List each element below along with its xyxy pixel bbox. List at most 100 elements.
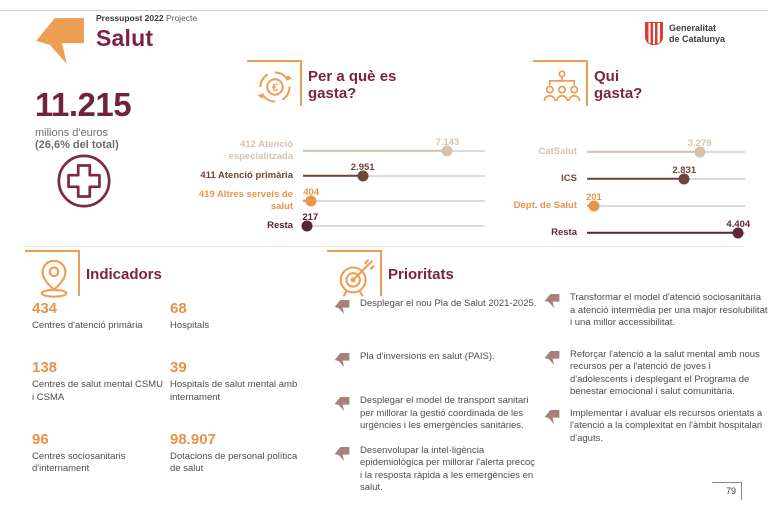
priority-text: Desplegar el model de transport sanitari… — [360, 395, 529, 432]
chart-track: 3.279 — [587, 138, 745, 159]
indicator-label: Hospitals de salut mental amb internamen… — [170, 379, 298, 403]
page-title: Salut — [96, 25, 154, 51]
chart-track: 201 — [586, 192, 745, 213]
chart-track-line — [303, 224, 485, 227]
chart-track: 4.404 — [587, 219, 750, 240]
chart-track: 217 — [301, 212, 485, 233]
priorities-column-1: Desplegar el nou Pla de Salut 2021-2025.… — [334, 298, 538, 495]
gencat-line2: de Catalunya — [669, 33, 726, 44]
indicator-label: Centres sociosanitaris d'internament — [32, 451, 126, 475]
target-dart-icon — [327, 250, 382, 297]
indicator-value: 434 — [32, 300, 58, 317]
chart-track: 2.951 — [303, 162, 485, 183]
svg-text:€: € — [272, 82, 278, 94]
chart-track: 404 — [303, 187, 485, 208]
section-divider — [24, 246, 744, 247]
eyebrow-regular: Projecte — [165, 13, 198, 23]
org-people-icon — [533, 60, 588, 106]
priority-arrow-icon — [334, 446, 350, 461]
indicators-grid: 434 Centres d'atenció primària 68 Hospitals… — [32, 300, 332, 476]
chart-track-line — [303, 199, 485, 202]
indicator-label: Centres d'atenció primària — [32, 320, 143, 331]
euro-cycle-icon: € — [247, 60, 302, 106]
chart-value-label: 3.279 — [687, 137, 712, 149]
priorities-column-2: Transformar el model d'atenció sociosani… — [544, 292, 768, 445]
indicator-item: 138 Centres de salut mental CSMU i CSMA — [32, 359, 170, 404]
section-indicators-title: Indicadors — [86, 266, 162, 284]
chart-track: 7.143 — [303, 137, 485, 158]
priority-arrow-icon — [544, 350, 560, 365]
priority-arrow-icon — [334, 396, 350, 412]
priority-item: Reforçar l'atenció a la salut mental amb… — [544, 349, 768, 399]
chart-category-label: 419 Altres serveis de salut — [198, 189, 293, 212]
budget-arrow-logo — [36, 18, 84, 64]
map-pin-icon — [25, 250, 80, 298]
chart-track: 2.831 — [587, 165, 745, 186]
indicator-item: 68 Hospitals — [170, 300, 325, 332]
chart-row: CatSalut 3.279 — [503, 138, 745, 165]
chart-category-label: Dept. de Salut — [513, 199, 577, 211]
indicator-label: Dotacions de personal política de salut — [170, 451, 298, 475]
chart-row: Resta 217 — [177, 212, 485, 238]
priority-text: Transformar el model d'atenció sociosani… — [570, 292, 768, 329]
chart-dot — [441, 145, 453, 156]
indicator-item: 98.907 Dotacions de personal política de … — [170, 431, 325, 476]
chart-category-label: ICS — [561, 172, 577, 184]
chart-dot — [678, 173, 690, 184]
gencat-wordmark: Generalitat de Catalunya — [669, 23, 725, 44]
chart-value-label: 2.831 — [672, 164, 697, 176]
corner-bracket — [533, 60, 588, 106]
budget-share: (26,6% del total) — [35, 139, 119, 151]
gencat-logo: Generalitat de Catalunya — [645, 22, 725, 45]
budget-amount: 11.215 — [35, 86, 132, 123]
priority-text: Desplegar el nou Pla de Salut 2021-2025. — [360, 298, 537, 309]
chart-track-line — [587, 204, 745, 207]
priority-item: Implementar i avaluar els recursos orien… — [544, 408, 768, 446]
budget-summary: 11.215 milions d'euros (26,6% del total) — [35, 86, 205, 151]
chart-dot — [588, 200, 600, 211]
priority-text: Pla d'inversions en salut (PAIS). — [360, 351, 495, 362]
indicator-label: Centres de salut mental CSMU i CSMA — [32, 379, 163, 403]
priority-arrow-icon — [334, 299, 350, 315]
corner-bracket — [327, 250, 382, 296]
priority-item: Desenvolupar la intel·ligència epidemiol… — [334, 445, 538, 495]
priority-item: Transformar el model d'atenció sociosani… — [544, 292, 768, 330]
chart-row: Resta 4.404 — [503, 219, 750, 246]
chart-dot — [305, 195, 317, 206]
chart-row: ICS 2.831 — [503, 165, 745, 192]
priority-text: Implementar i avaluar els recursos orien… — [570, 407, 763, 444]
chart-value-label: 2.951 — [350, 161, 375, 173]
indicator-item: 39 Hospitals de salut mental amb internam… — [170, 359, 325, 404]
budget-unit: milions d'euros — [35, 127, 109, 139]
chart-row: 419 Altres serveis de salut 404 — [177, 187, 485, 213]
section-priorities: Prioritats — [327, 250, 454, 297]
indicator-item: 434 Centres d'atenció primària — [32, 300, 170, 332]
priority-arrow-icon — [544, 293, 560, 309]
header: Pressupost 2022 Projecte Salut — [96, 13, 197, 52]
indicator-value: 138 — [32, 359, 58, 377]
chart-dot — [301, 220, 313, 231]
chart-value-line — [303, 149, 448, 152]
corner-bracket — [25, 250, 80, 296]
who-spends-chart: CatSalut 3.279 ICS 2.831 Dept. de Salut 201 Re… — [503, 126, 750, 246]
senyera-shield-icon — [645, 22, 663, 45]
chart-value-label: 217 — [302, 211, 319, 223]
indicator-item: 96 Centres sociosanitaris d'internament — [32, 431, 170, 476]
indicator-value: 68 — [170, 300, 187, 317]
section-who-spends-title: Qui gasta? — [594, 67, 643, 102]
section-indicators: Indicadors — [25, 250, 162, 298]
section-priorities-title: Prioritats — [388, 266, 454, 284]
chart-category-label: Resta — [267, 219, 293, 231]
priority-item: Pla d'inversions en salut (PAIS). — [334, 351, 538, 368]
priority-arrow-icon — [544, 409, 560, 424]
chart-dot — [694, 146, 706, 157]
chart-category-label: Resta — [551, 226, 577, 238]
chart-category-label: CatSalut — [538, 145, 577, 157]
chart-dot — [732, 227, 744, 238]
corner-bracket — [247, 60, 302, 106]
priority-arrow-icon — [334, 352, 350, 368]
indicator-label: Hospitals — [170, 320, 210, 331]
chart-dot — [357, 170, 369, 181]
section-who-spends: Qui gasta? — [533, 60, 656, 106]
